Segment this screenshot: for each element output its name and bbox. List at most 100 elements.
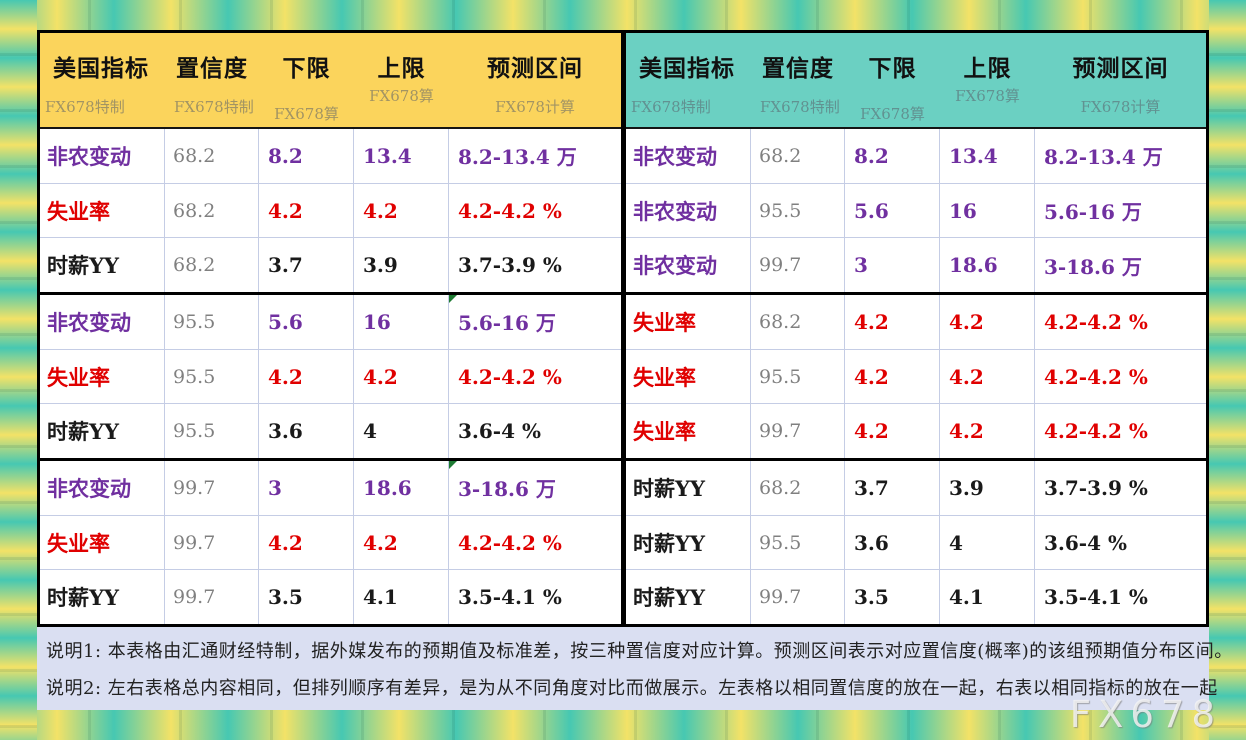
column-header-label: 置信度	[176, 55, 248, 82]
header-cell-interval: 预测区间 FX678计算	[1035, 33, 1206, 127]
lower-bound-cell: 4.2	[845, 404, 940, 459]
confidence-cell: 68.2	[751, 461, 845, 515]
lower-bound-cell: 4.2	[845, 349, 940, 404]
lower-bound-cell: 8.2	[259, 129, 354, 183]
interval-cell: 8.2-13.4 万	[458, 145, 577, 170]
lower-bound-cell: 4.2	[259, 183, 354, 238]
decorative-border-top	[0, 0, 1246, 30]
indicator-cell: 非农变动	[626, 183, 751, 238]
confidence-cell: 95.5	[165, 295, 259, 349]
upper-bound-cell: 4.1	[940, 570, 1035, 625]
header-cell-indicator: 美国指标 FX678特制	[40, 33, 165, 127]
upper-bound-cell: 18.6	[940, 238, 1035, 293]
decorative-border-left	[0, 0, 37, 740]
upper-bound-cell: 4	[940, 515, 1035, 570]
column-header-label: 预测区间	[487, 55, 583, 82]
confidence-cell: 95.5	[751, 183, 845, 238]
upper-bound-cell: 3.9	[354, 238, 449, 293]
upper-bound-cell: 13.4	[354, 129, 449, 183]
watermark-label: FX678计算	[1080, 98, 1161, 116]
lower-bound-cell: 8.2	[845, 129, 940, 183]
column-header-label: 上限	[963, 55, 1012, 82]
indicator-cell: 时薪YY	[40, 238, 165, 293]
confidence-cell: 68.2	[165, 183, 259, 238]
confidence-cell: 99.7	[751, 570, 845, 625]
interval-cell: 4.2-4.2 %	[458, 198, 562, 223]
upper-bound-cell: 3.9	[940, 461, 1035, 515]
lower-bound-cell: 5.6	[259, 295, 354, 349]
confidence-cell: 95.5	[751, 349, 845, 404]
content-area: 美国指标 FX678特制 置信度 FX678特制 下限 FX678算 上限 FX…	[37, 30, 1232, 710]
confidence-cell: 99.7	[751, 238, 845, 293]
table-row: 失业率 95.5 4.2 4.2 4.2-4.2 %	[626, 348, 1206, 404]
table-row: 时薪YY 68.2 3.7 3.9 3.7-3.9 %	[40, 237, 621, 293]
table-row: 失业率 68.2 4.2 4.2 4.2-4.2 %	[626, 292, 1206, 349]
lower-bound-cell: 4.2	[259, 349, 354, 404]
indicator-cell: 时薪YY	[626, 515, 751, 570]
header-cell-interval: 预测区间 FX678计算	[449, 33, 621, 127]
interval-cell: 4.2-4.2 %	[1044, 309, 1148, 334]
indicator-cell: 失业率	[626, 295, 751, 349]
lower-bound-cell: 3.5	[259, 570, 354, 625]
interval-cell: 4.2-4.2 %	[1044, 419, 1148, 444]
column-header-label: 置信度	[762, 55, 834, 82]
table-row: 非农变动 99.7 3 18.6 3-18.6 万	[40, 458, 621, 515]
right-table: 美国指标 FX678特制 置信度 FX678特制 下限 FX678算 上限 FX…	[623, 30, 1209, 627]
column-header-label: 美国指标	[639, 55, 735, 82]
interval-cell: 3.6-4 %	[458, 419, 541, 444]
confidence-cell: 99.7	[165, 570, 259, 625]
indicator-cell: 时薪YY	[626, 570, 751, 625]
tables-wrapper: 美国指标 FX678特制 置信度 FX678特制 下限 FX678算 上限 FX…	[37, 30, 1209, 627]
watermark-label: FX678算	[369, 87, 434, 105]
table-row: 时薪YY 99.7 3.5 4.1 3.5-4.1 %	[626, 569, 1206, 625]
indicator-cell: 非农变动	[40, 129, 165, 183]
table-row: 非农变动 95.5 5.6 16 5.6-16 万	[626, 182, 1206, 238]
column-header-label: 下限	[868, 55, 917, 82]
indicator-cell: 时薪YY	[40, 570, 165, 625]
notes-panel: 说明1: 本表格由汇通财经特制，据外媒发布的预期值及标准差，按三种置信度对应计算…	[37, 627, 1232, 710]
indicator-cell: 时薪YY	[40, 404, 165, 459]
interval-cell: 4.2-4.2 %	[458, 364, 562, 389]
upper-bound-cell: 4.2	[354, 349, 449, 404]
table-row: 时薪YY 95.5 3.6 4 3.6-4 %	[40, 403, 621, 459]
header-cell-upper: 上限 FX678算	[940, 33, 1035, 127]
header-cell-lower: 下限 FX678算	[259, 33, 354, 127]
lower-bound-cell: 3.6	[845, 515, 940, 570]
confidence-cell: 99.7	[751, 404, 845, 459]
upper-bound-cell: 4.2	[940, 404, 1035, 459]
interval-cell: 5.6-16 万	[449, 295, 621, 349]
upper-bound-cell: 4	[354, 404, 449, 459]
lower-bound-cell: 3.6	[259, 404, 354, 459]
interval-cell: 3.5-4.1 %	[1044, 585, 1148, 610]
lower-bound-cell: 3.7	[259, 238, 354, 293]
column-header-label: 下限	[282, 55, 331, 82]
indicator-cell: 非农变动	[626, 129, 751, 183]
lower-bound-cell: 3.5	[845, 570, 940, 625]
lower-bound-cell: 4.2	[259, 515, 354, 570]
indicator-cell: 非农变动	[40, 295, 165, 349]
lower-bound-cell: 3	[259, 461, 354, 515]
watermark-label: FX678算	[860, 105, 925, 123]
table-row: 非农变动 95.5 5.6 16 5.6-16 万	[40, 292, 621, 349]
table-row: 非农变动 99.7 3 18.6 3-18.6 万	[626, 237, 1206, 293]
watermark-label: FX678特制	[174, 98, 254, 116]
header-cell-confidence: 置信度 FX678特制	[165, 33, 259, 127]
confidence-cell: 99.7	[165, 515, 259, 570]
watermark-label: FX678特制	[45, 98, 125, 116]
interval-cell: 5.6-16 万	[1044, 200, 1142, 224]
upper-bound-cell: 4.2	[940, 295, 1035, 349]
table-row: 失业率 68.2 4.2 4.2 4.2-4.2 %	[40, 182, 621, 238]
indicator-cell: 失业率	[40, 183, 165, 238]
interval-cell: 3.7-3.9 %	[1044, 475, 1148, 500]
table-row: 时薪YY 68.2 3.7 3.9 3.7-3.9 %	[626, 458, 1206, 515]
table-row: 时薪YY 95.5 3.6 4 3.6-4 %	[626, 514, 1206, 570]
upper-bound-cell: 13.4	[940, 129, 1035, 183]
table-row: 非农变动 68.2 8.2 13.4 8.2-13.4 万	[40, 129, 621, 183]
watermark-label: FX678特制	[760, 98, 840, 116]
interval-cell: 3.5-4.1 %	[458, 585, 562, 610]
upper-bound-cell: 4.2	[940, 349, 1035, 404]
column-header-label: 预测区间	[1072, 55, 1169, 82]
upper-bound-cell: 16	[354, 295, 449, 349]
table-row: 时薪YY 99.7 3.5 4.1 3.5-4.1 %	[40, 569, 621, 625]
header-cell-confidence: 置信度 FX678特制	[751, 33, 845, 127]
